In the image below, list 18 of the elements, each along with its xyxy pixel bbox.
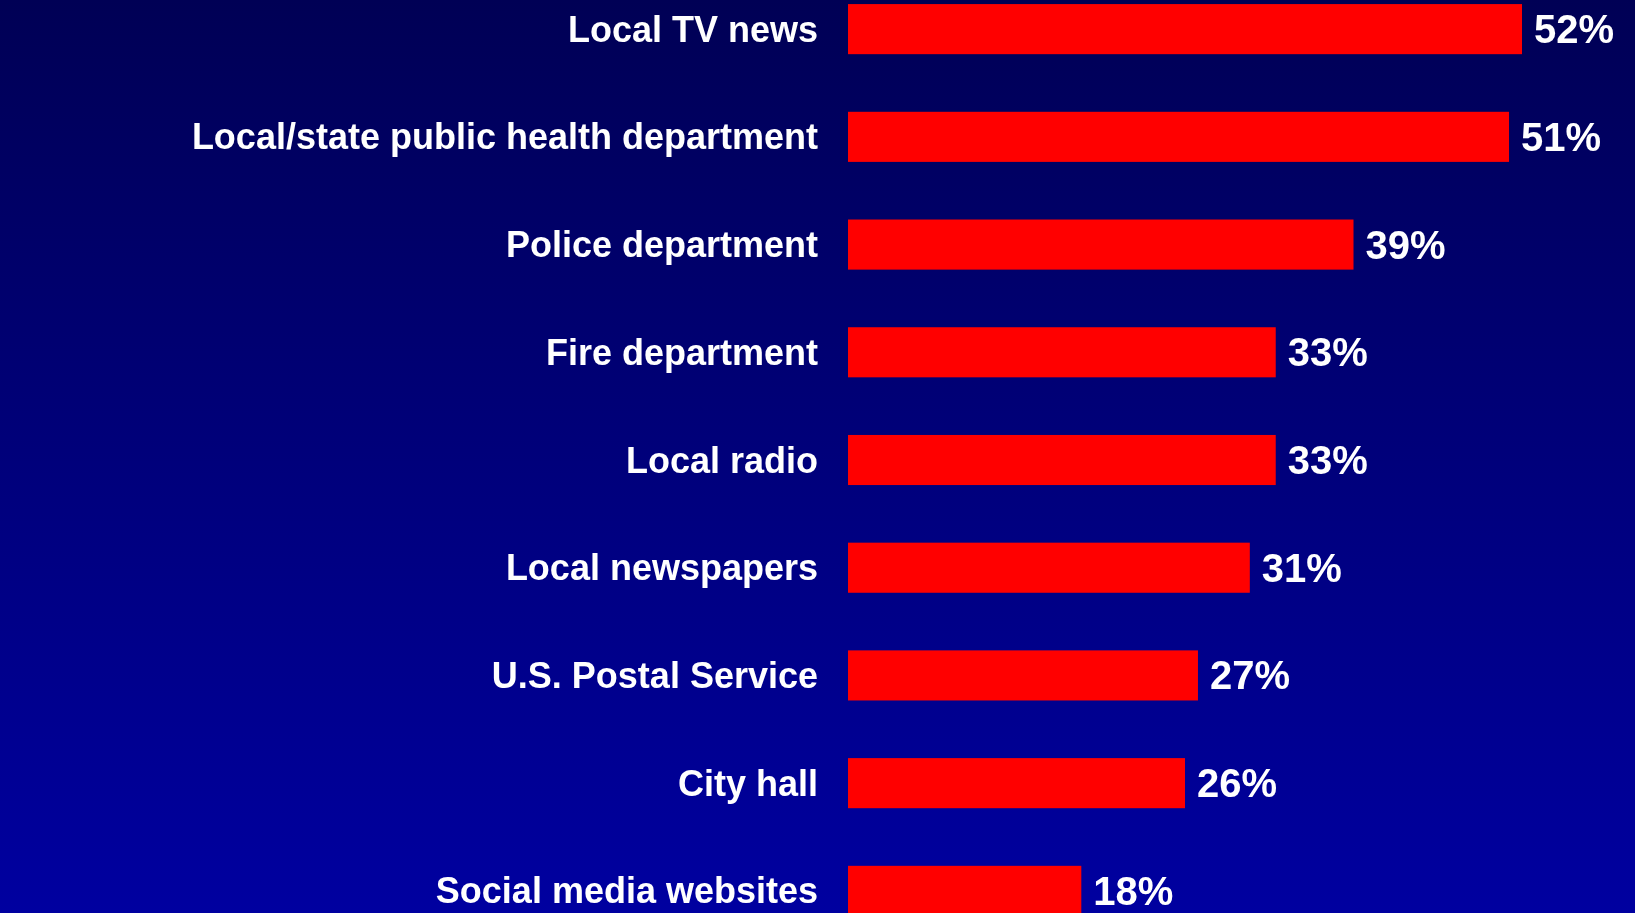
data-label: 26% (1197, 761, 1278, 806)
y-tick-label: Local TV news (567, 8, 818, 50)
data-label: 27% (1209, 653, 1291, 698)
data-label: 33% (1287, 438, 1368, 482)
y-tick-label: Local/state public health department (191, 116, 818, 158)
y-tick-label: Fire department (545, 331, 819, 373)
y-tick-label: U.S. Postal Service (491, 655, 818, 697)
data-label: 52% (1534, 7, 1615, 52)
data-label: 18% (1093, 868, 1174, 913)
data-label: 31% (1261, 545, 1342, 590)
y-tick-label: Social media websites (435, 870, 818, 912)
y-tick-label: Police department (505, 224, 818, 266)
data-label: 39% (1365, 222, 1446, 267)
y-tick-label: Local radio (625, 439, 818, 481)
y-tick-label: Local newspapers (505, 547, 818, 589)
data-label: 51% (1521, 114, 1602, 159)
data-label: 33% (1287, 330, 1368, 375)
y-tick-label: City hall (677, 762, 818, 804)
